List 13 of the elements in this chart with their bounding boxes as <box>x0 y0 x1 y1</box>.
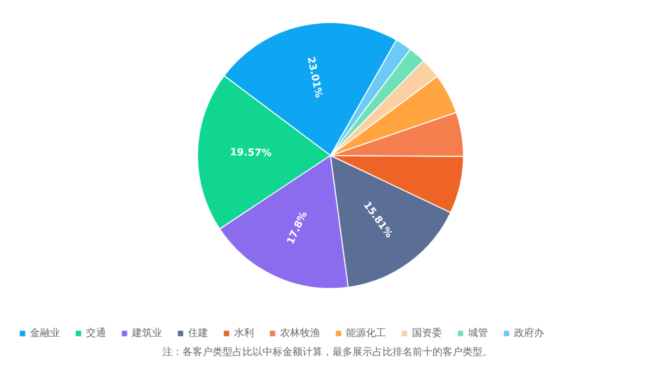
legend-label: 政府办 <box>514 326 544 340</box>
data-label: 19.57% <box>230 147 272 160</box>
legend-label: 住建 <box>188 326 208 340</box>
legend-label: 建筑业 <box>132 326 162 340</box>
text: 注：各客户类型占比以中标金额计算，最多展示占比排名前十的客户类型。 <box>162 346 492 358</box>
legend-label: 金融业 <box>30 326 60 340</box>
legend-label: 能源化工 <box>346 326 386 340</box>
legend-label: 国资委 <box>412 326 442 340</box>
legend-label: 交通 <box>86 326 106 340</box>
data-label: 23.01% <box>304 56 324 99</box>
legend-label: 农林牧渔 <box>280 326 320 340</box>
legend-label: 城管 <box>468 326 488 340</box>
legend-label: 水利 <box>234 326 254 340</box>
